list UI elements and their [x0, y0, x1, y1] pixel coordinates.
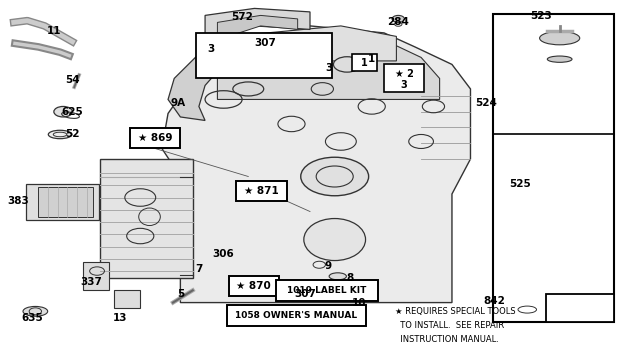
Text: 1: 1	[361, 58, 368, 68]
Polygon shape	[26, 184, 99, 220]
Ellipse shape	[547, 56, 572, 62]
Polygon shape	[230, 26, 396, 61]
Bar	[384, 65, 424, 92]
Text: ★ REQUIRES SPECIAL TOOLS: ★ REQUIRES SPECIAL TOOLS	[395, 307, 516, 316]
Ellipse shape	[551, 282, 569, 298]
Text: 524: 524	[475, 98, 497, 108]
Bar	[494, 14, 614, 322]
Circle shape	[300, 289, 310, 295]
Bar	[236, 181, 286, 201]
Text: ★ 871: ★ 871	[244, 186, 278, 196]
Text: 572: 572	[231, 12, 253, 22]
Text: ★ 2: ★ 2	[395, 69, 414, 79]
Text: 9: 9	[325, 261, 332, 271]
Polygon shape	[162, 26, 471, 303]
Text: 306: 306	[213, 249, 234, 258]
Text: 383: 383	[8, 196, 30, 206]
Bar	[227, 305, 366, 326]
Polygon shape	[83, 262, 109, 290]
Circle shape	[392, 16, 404, 22]
Text: 13: 13	[113, 313, 127, 323]
Bar	[352, 54, 377, 71]
Text: 307: 307	[294, 289, 316, 299]
Polygon shape	[218, 16, 298, 40]
Text: 7: 7	[195, 264, 203, 274]
Text: 10: 10	[352, 298, 366, 307]
Bar	[546, 294, 614, 322]
Text: 1019 LABEL KIT: 1019 LABEL KIT	[287, 286, 366, 295]
Text: 5: 5	[177, 289, 184, 299]
Circle shape	[387, 70, 418, 87]
Text: 525: 525	[509, 179, 531, 189]
Text: 54: 54	[65, 75, 80, 85]
Polygon shape	[100, 159, 193, 278]
Ellipse shape	[23, 306, 48, 316]
Ellipse shape	[510, 303, 544, 316]
Text: 307: 307	[255, 38, 277, 48]
Bar	[196, 33, 332, 78]
Circle shape	[267, 37, 277, 43]
Polygon shape	[168, 40, 248, 120]
Text: TO INSTALL.  SEE REPAIR: TO INSTALL. SEE REPAIR	[395, 321, 504, 330]
Text: 284: 284	[388, 17, 409, 28]
Text: 625: 625	[61, 107, 83, 117]
Text: 635: 635	[21, 313, 43, 323]
Ellipse shape	[329, 273, 347, 280]
Text: 9A: 9A	[171, 98, 186, 108]
Polygon shape	[218, 33, 440, 100]
Text: 8: 8	[347, 273, 354, 283]
Text: 1: 1	[368, 54, 375, 64]
Ellipse shape	[530, 29, 589, 48]
Polygon shape	[218, 211, 322, 278]
Text: ★ 870: ★ 870	[236, 281, 271, 291]
Circle shape	[301, 157, 369, 196]
Ellipse shape	[539, 54, 580, 65]
Text: 523: 523	[530, 11, 552, 21]
Text: 842: 842	[483, 296, 505, 306]
Polygon shape	[205, 8, 310, 47]
Bar	[276, 280, 378, 301]
Text: eReplacementParts.com: eReplacementParts.com	[148, 168, 374, 185]
Text: 337: 337	[80, 276, 102, 287]
Circle shape	[54, 107, 73, 117]
Ellipse shape	[304, 219, 366, 261]
Ellipse shape	[539, 31, 580, 45]
Circle shape	[279, 54, 316, 75]
Circle shape	[334, 57, 361, 72]
Text: ★ 869: ★ 869	[138, 133, 172, 143]
Text: 3: 3	[208, 44, 215, 54]
Text: 3: 3	[325, 63, 332, 73]
Ellipse shape	[48, 130, 72, 139]
Text: 52: 52	[65, 130, 79, 139]
Text: INSTRUCTION MANUAL.: INSTRUCTION MANUAL.	[395, 335, 499, 344]
Text: 1058 OWNER'S MANUAL: 1058 OWNER'S MANUAL	[235, 311, 357, 320]
Text: 11: 11	[46, 26, 61, 36]
Text: 3: 3	[401, 80, 407, 90]
Bar	[229, 276, 279, 296]
Bar	[130, 128, 180, 149]
Polygon shape	[113, 290, 140, 308]
Polygon shape	[38, 187, 93, 217]
